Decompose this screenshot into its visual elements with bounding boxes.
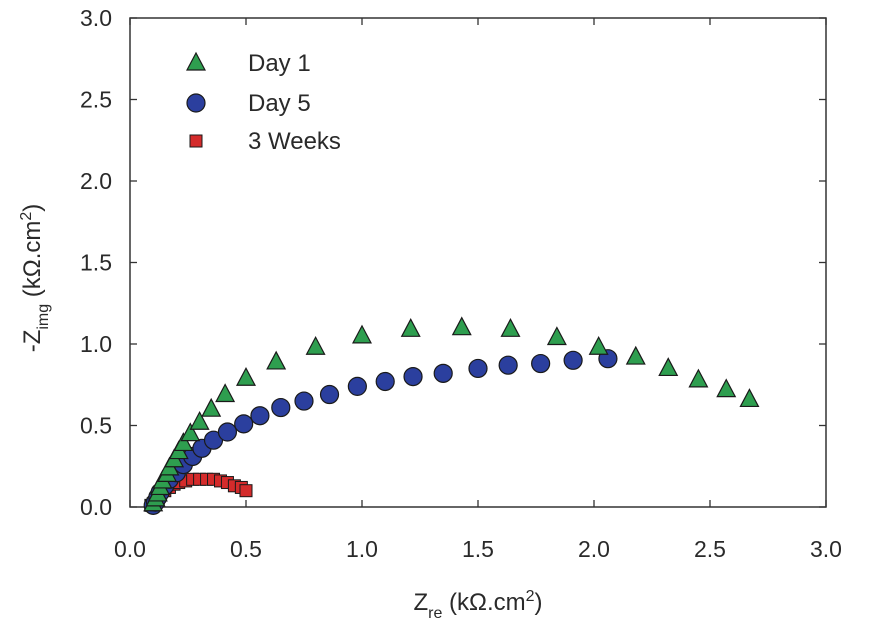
data-point-circle: [498, 355, 518, 375]
data-point-triangle: [400, 318, 421, 337]
series-0: [143, 316, 760, 512]
legend-triangle-icon: [186, 51, 206, 71]
data-point-triangle: [173, 432, 194, 452]
y-axis-label-main: -Z: [19, 330, 46, 353]
legend-item-day1: Day 1: [186, 50, 311, 77]
legend-circle-icon: [186, 93, 206, 113]
legend: Day 1 Day 5 3 Weeks: [186, 50, 341, 155]
data-point-circle: [319, 384, 340, 405]
data-point-triangle: [588, 335, 609, 355]
data-point-triangle: [658, 357, 679, 377]
data-point-circle: [234, 414, 254, 434]
data-point-circle: [250, 406, 270, 426]
data-point-triangle: [546, 326, 567, 346]
x-tick-label: 3.0: [810, 536, 842, 562]
x-axis-label-main: Z: [413, 589, 428, 616]
axis-ticks: [129, 17, 827, 508]
y-tick-label: 0.0: [80, 494, 112, 520]
y-tick-labels: 0.0 0.5 1.0 1.5 2.0 2.5 3.0: [80, 5, 112, 520]
x-tick-label: 2.0: [578, 536, 610, 562]
y-tick-label: 1.5: [80, 250, 112, 276]
data-point-circle: [375, 371, 395, 392]
data-point-triangle: [180, 422, 201, 442]
data-point-circle: [468, 358, 488, 379]
x-tick-label: 0.0: [114, 536, 146, 562]
data-point-triangle: [352, 324, 372, 344]
data-point-triangle: [236, 366, 256, 386]
legend-label-day1: Day 1: [248, 50, 311, 77]
y-tick-label: 2.5: [80, 87, 112, 113]
data-point-circle: [271, 397, 291, 418]
data-point-triangle: [500, 318, 521, 337]
data-point-triangle: [189, 410, 210, 430]
x-tick-label: 1.5: [462, 536, 494, 562]
x-tick-label: 1.0: [346, 536, 378, 562]
data-point-triangle: [215, 383, 236, 403]
data-point-triangle: [266, 350, 287, 370]
y-tick-label: 3.0: [80, 5, 112, 31]
data-point-triangle: [201, 397, 222, 417]
y-axis-label-close: ): [19, 204, 46, 212]
x-tick-label: 2.5: [694, 536, 726, 562]
y-tick-label: 0.5: [80, 413, 112, 439]
y-axis-label-sup: 2: [18, 212, 35, 221]
x-axis-label-sup: 2: [526, 588, 535, 605]
data-point-circle: [294, 391, 314, 411]
y-axis-label-unit: (kΩ.cm: [19, 221, 46, 304]
legend-item-day5: Day 5: [186, 90, 311, 117]
data-point-square: [239, 484, 253, 498]
data-point-triangle: [451, 316, 472, 336]
data-point-circle: [563, 350, 583, 370]
data-point-triangle: [688, 368, 709, 388]
data-markers: [143, 316, 760, 515]
data-point-circle: [531, 353, 551, 374]
data-point-circle: [217, 422, 238, 442]
series-1: [143, 349, 618, 515]
data-point-triangle: [739, 388, 760, 408]
data-point-circle: [433, 363, 453, 383]
x-axis-label-sub: re: [428, 605, 442, 622]
data-point-triangle: [305, 335, 326, 355]
x-axis-label-close: ): [535, 589, 543, 616]
y-axis-label-sub: img: [35, 304, 52, 330]
x-tick-label: 0.5: [230, 536, 262, 562]
y-tick-label: 1.0: [80, 331, 112, 357]
data-point-triangle: [625, 345, 646, 365]
x-tick-labels: 0.0 0.5 1.0 1.5 2.0 2.5 3.0: [114, 536, 842, 562]
data-point-triangle: [716, 378, 737, 398]
y-tick-label: 2.0: [80, 168, 112, 194]
y-axis-label: -Zimg (kΩ.cm2): [18, 204, 52, 353]
legend-label-3weeks: 3 Weeks: [248, 128, 341, 155]
data-point-circle: [403, 367, 423, 387]
data-point-circle: [347, 376, 367, 396]
legend-item-3weeks: 3 Weeks: [189, 128, 341, 155]
x-axis-label: Zre (kΩ.cm2): [413, 588, 542, 622]
legend-label-day5: Day 5: [248, 90, 311, 117]
legend-square-icon: [189, 134, 203, 148]
x-axis-label-unit: (kΩ.cm: [442, 589, 525, 616]
